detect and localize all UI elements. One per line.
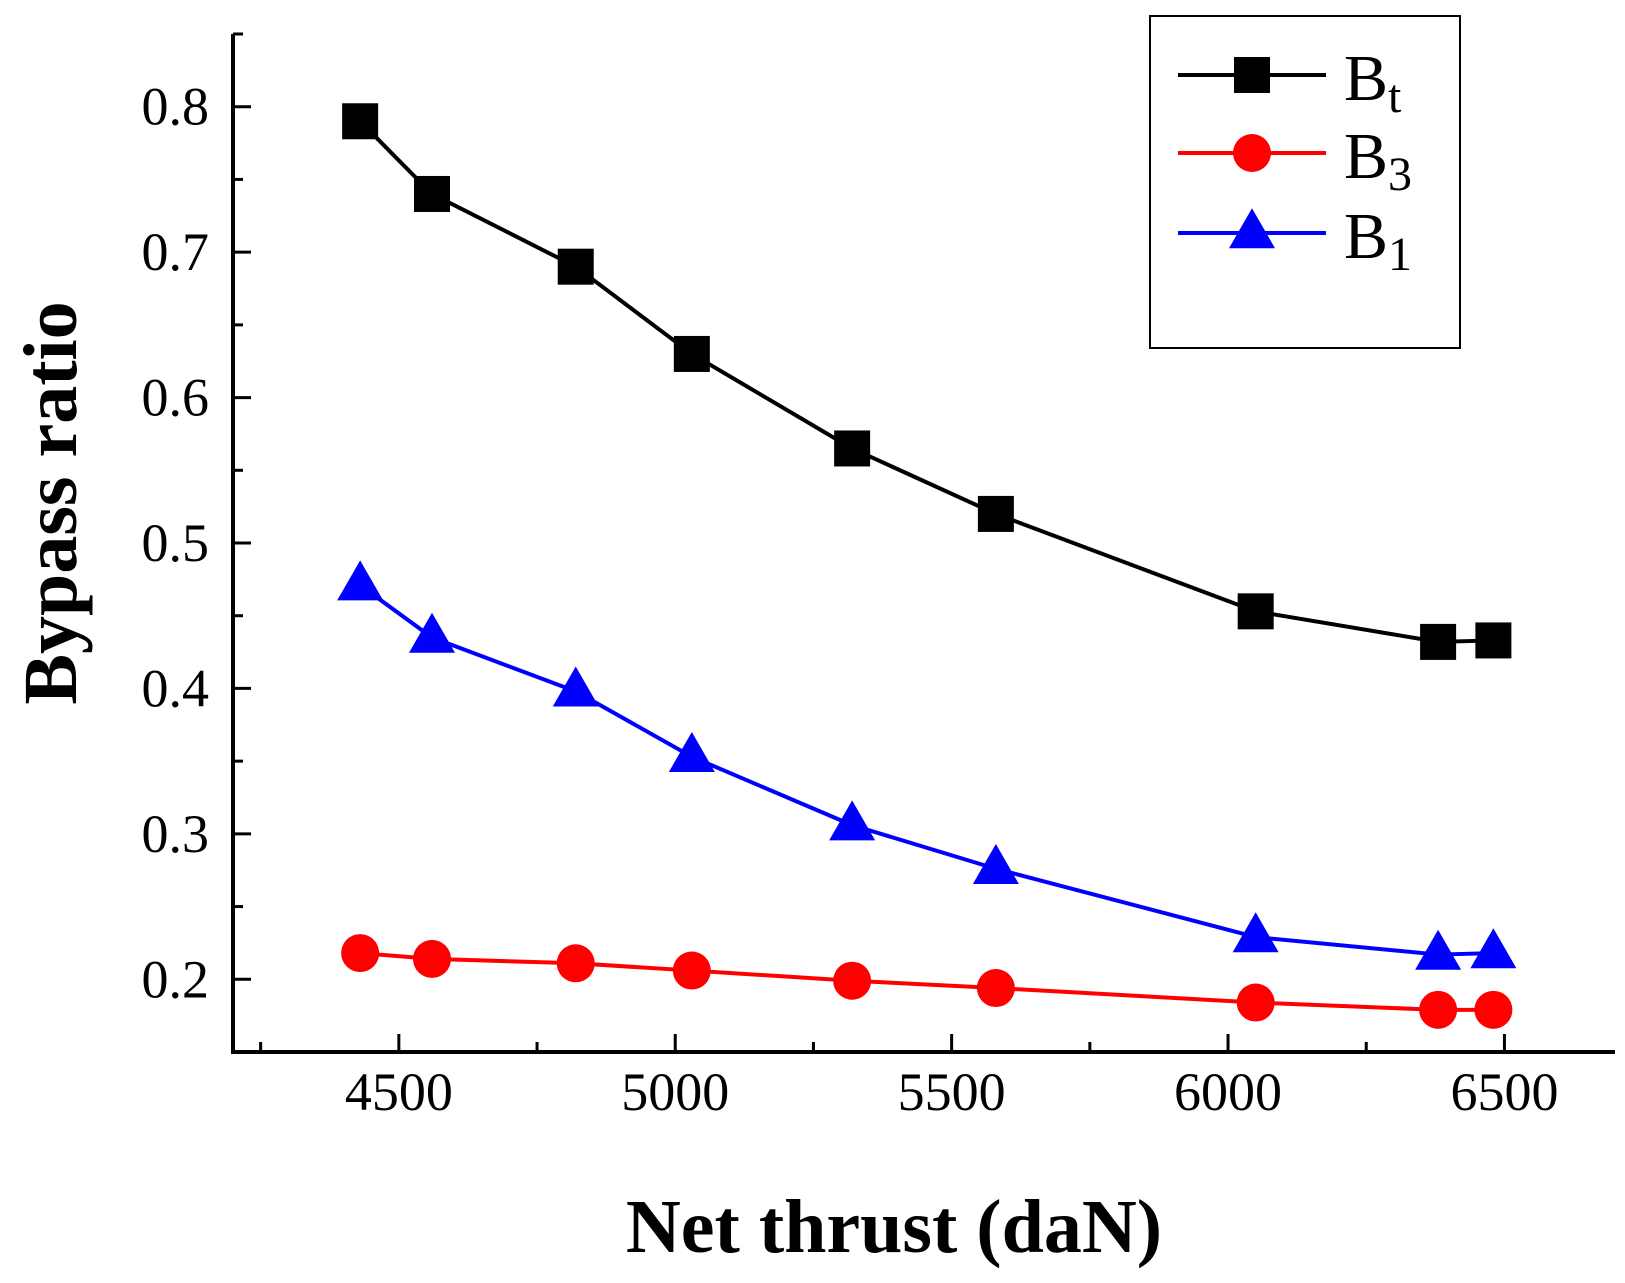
data-point [337, 560, 384, 601]
legend-entry: B1 [1178, 200, 1412, 281]
data-point [1420, 623, 1457, 660]
legend-box [1149, 15, 1461, 349]
y-tick-label: 0.6 [142, 368, 210, 428]
data-point [834, 430, 871, 467]
data-point [1474, 990, 1513, 1029]
data-point [413, 939, 452, 978]
legend-label: B3 [1344, 120, 1412, 201]
legend-label: Bt [1344, 42, 1402, 123]
x-tick-label: 6000 [1174, 1062, 1282, 1122]
legend-entry: Bt [1178, 42, 1402, 123]
y-tick-label: 0.3 [142, 804, 210, 864]
legend-marker [1233, 134, 1271, 172]
y-tick-label: 0.2 [142, 949, 210, 1009]
data-point [556, 944, 595, 983]
series-layer [337, 103, 1517, 1029]
series-line [359, 951, 1494, 1012]
data-point [672, 951, 711, 990]
data-point [976, 969, 1015, 1008]
x-tick-label: 5000 [621, 1062, 729, 1122]
data-point [1475, 622, 1512, 659]
y-axis-title: Bypass ratio [9, 301, 93, 704]
series-Bt [342, 103, 1512, 660]
data-point [833, 961, 872, 1000]
data-point [668, 731, 715, 772]
x-axis-title: Net thrust (daN) [626, 1185, 1162, 1269]
data-point [1419, 990, 1458, 1029]
axes: 0.2 0.3 0.4 0.5 0.6 0.7 0.8 4500 5000 5500 6000 650… [9, 32, 1615, 1269]
y-tick-label: 0.8 [142, 77, 210, 137]
data-point [342, 103, 379, 140]
data-point [557, 248, 594, 285]
series-B1 [337, 560, 1517, 970]
data-point [552, 666, 599, 707]
legend-label: B1 [1344, 200, 1412, 281]
legend-entry: B3 [1178, 120, 1412, 201]
data-point [341, 934, 380, 973]
data-point [972, 843, 1019, 884]
legend-marker [1229, 208, 1275, 249]
data-point [673, 335, 710, 372]
x-tick-label: 4500 [345, 1062, 453, 1122]
data-point [1232, 912, 1279, 953]
data-point [414, 175, 451, 212]
data-point [1236, 983, 1275, 1022]
y-tick-label: 0.4 [142, 658, 210, 718]
data-point [1415, 929, 1462, 970]
legend-marker [1234, 57, 1270, 93]
data-point [1237, 593, 1274, 630]
series-line [358, 583, 1494, 957]
data-point [829, 800, 876, 841]
data-point [1470, 928, 1517, 969]
x-tick-label: 6500 [1450, 1062, 1558, 1122]
y-tick-label: 0.5 [142, 513, 210, 573]
y-tick-label: 0.7 [142, 222, 210, 282]
data-point [977, 495, 1014, 532]
series-B3 [341, 934, 1513, 1029]
x-tick-label: 5500 [898, 1062, 1006, 1122]
data-point [409, 612, 456, 653]
